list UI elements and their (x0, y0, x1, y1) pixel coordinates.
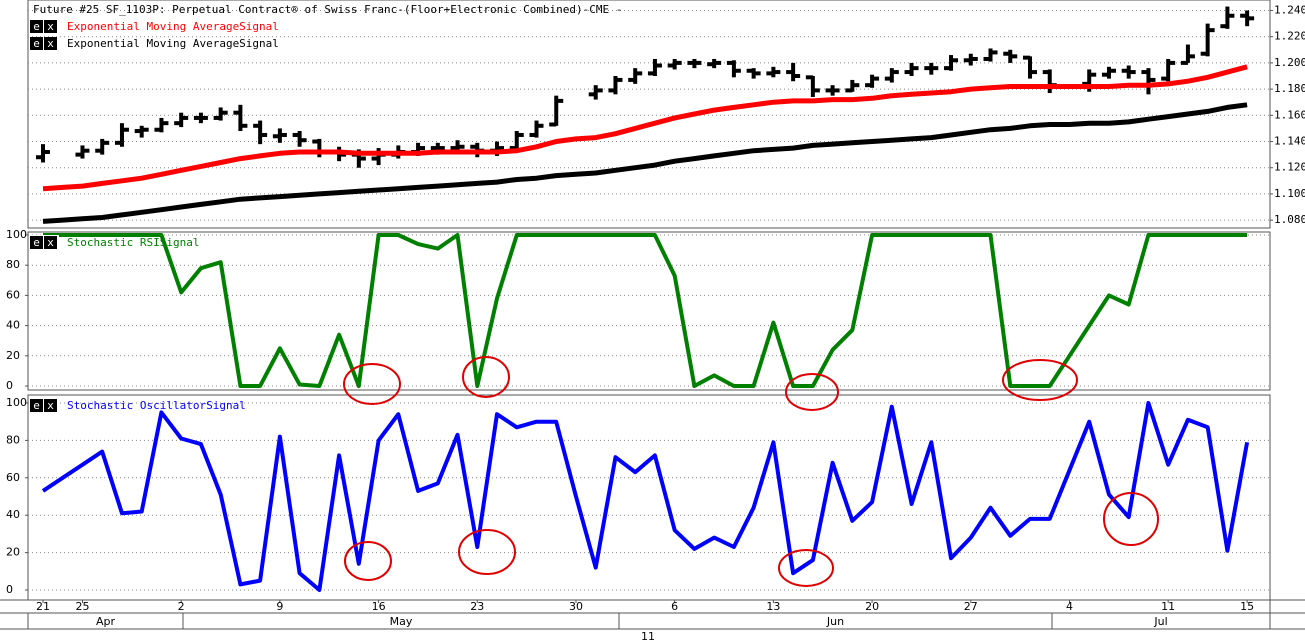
x-tick-label: 6 (671, 600, 678, 613)
y-tick-label: 80 (6, 258, 20, 271)
x-tick-label: 25 (75, 600, 89, 613)
highlight-circle (343, 363, 401, 405)
legend-entry: Stochastic RSISignal (67, 236, 199, 249)
x-tick-label: 16 (372, 600, 386, 613)
y-tick-label: 1.2200 (1274, 30, 1305, 43)
y-tick-label: 80 (6, 433, 20, 446)
legend-button (30, 236, 43, 249)
x-tick-label: 15 (1240, 600, 1254, 613)
y-tick-label: 0 (6, 379, 13, 392)
legend-button (44, 20, 57, 33)
x-tick-label: 11 (1161, 600, 1175, 613)
x-tick-label: 13 (766, 600, 780, 613)
month-label: Apr (96, 615, 116, 628)
x-tick-label: 4 (1066, 600, 1073, 613)
ema-line (42, 64, 1248, 192)
x-tick-label: 30 (569, 600, 583, 613)
panel-frame (27, 0, 1271, 229)
y-tick-label: 1.1400 (1274, 135, 1305, 148)
y-tick-label: 40 (6, 319, 20, 332)
y-tick-label: 60 (6, 288, 20, 301)
y-tick-label: 100 (6, 228, 27, 241)
highlight-circle (1103, 492, 1159, 546)
legend-button (44, 37, 57, 50)
y-tick-label: 1.1000 (1274, 187, 1305, 200)
legend-button (30, 399, 43, 412)
legend-button-label: e (33, 236, 40, 249)
month-label: May (390, 615, 413, 628)
y-tick-label: 1.1600 (1274, 108, 1305, 121)
y-tick-label: 1.1200 (1274, 161, 1305, 174)
legend-button-label: e (33, 399, 40, 412)
year-label: 11 (641, 630, 655, 643)
legend-button (30, 20, 43, 33)
legend-button (44, 399, 57, 412)
y-tick-label: 20 (6, 546, 20, 559)
y-tick-label: 1.2400 (1274, 3, 1305, 16)
legend-entry: Exponential Moving AverageSignal (67, 20, 279, 33)
x-tick-label: 2 (178, 600, 185, 613)
ema-line (42, 102, 1248, 224)
legend-button-label: x (47, 37, 54, 50)
y-tick-label: 1.0800 (1274, 213, 1305, 226)
y-tick-label: 40 (6, 508, 20, 521)
y-tick-label: 1.2000 (1274, 56, 1305, 69)
indicator-line (41, 401, 1250, 592)
legend-button-label: x (47, 399, 54, 412)
highlight-circle (462, 356, 510, 398)
x-tick-label: 9 (276, 600, 283, 613)
y-tick-label: 60 (6, 471, 20, 484)
highlight-circle (1002, 359, 1078, 401)
highlight-circle (458, 529, 516, 575)
legend-entry: Exponential Moving AverageSignal (67, 37, 279, 50)
legend-button (44, 236, 57, 249)
y-tick-label: 1.1800 (1274, 82, 1305, 95)
x-tick-label: 23 (470, 600, 484, 613)
x-tick-label: 27 (964, 600, 978, 613)
y-tick-label: 20 (6, 349, 20, 362)
annotations (343, 356, 1159, 587)
legend-entry: Stochastic OscillatorSignal (67, 399, 246, 412)
chart-title: Future #25 SF_1103P: Perpetual Contract®… (33, 3, 622, 16)
highlight-circle (778, 549, 834, 587)
legend-button-label: x (47, 236, 54, 249)
highlight-circle (785, 373, 839, 411)
y-tick-label: 100 (6, 396, 27, 409)
y-tick-label: 0 (6, 583, 13, 596)
x-tick-label: 21 (36, 600, 50, 613)
panel-frame (27, 231, 1271, 391)
x-tick-label: 20 (865, 600, 879, 613)
legend-button-label: x (47, 20, 54, 33)
highlight-circle (344, 541, 392, 581)
month-label: Jul (1153, 615, 1167, 628)
legend-button-label: e (33, 37, 40, 50)
month-label: Jun (826, 615, 844, 628)
legend-button (30, 37, 43, 50)
legend-button-label: e (33, 20, 40, 33)
indicator-line (43, 233, 1248, 388)
